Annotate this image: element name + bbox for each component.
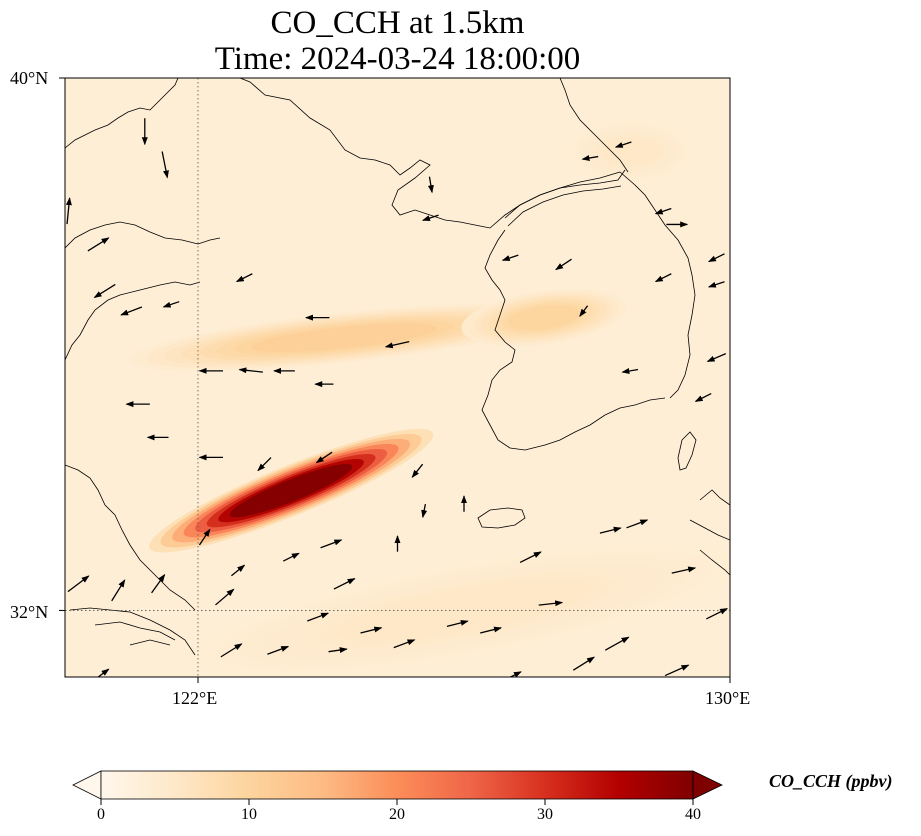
wind-arrow xyxy=(151,573,166,594)
shandong-coastline xyxy=(65,221,221,249)
plume-contour xyxy=(508,305,580,331)
plume-mid-band xyxy=(129,304,560,372)
yangtze-coastline xyxy=(69,607,196,656)
wind-arrow xyxy=(604,636,630,651)
colorbar-tick-label: 0 xyxy=(97,806,105,823)
wind-arrow xyxy=(480,626,502,634)
tsushima-island xyxy=(677,431,697,471)
korea-west-coastline xyxy=(481,229,666,451)
colorbar-label: CO_CCH (ppbv) xyxy=(769,771,893,791)
wind-arrow xyxy=(87,237,110,252)
wind-arrow xyxy=(320,539,343,549)
lon-tick-label: 130°E xyxy=(705,688,751,708)
wind-arrow xyxy=(706,353,727,363)
coastlines xyxy=(65,78,730,656)
wind-arrow xyxy=(307,612,330,622)
map-frame xyxy=(64,77,731,678)
wind-arrow xyxy=(572,656,595,671)
wind-arrow xyxy=(283,552,300,562)
north-korea-coastline xyxy=(559,78,629,173)
concentration-field xyxy=(129,117,730,677)
korea-east-coastline xyxy=(619,171,696,399)
wind-arrow xyxy=(162,301,180,308)
wind-arrow xyxy=(257,457,272,472)
wind-arrow xyxy=(238,367,263,374)
wind-arrow xyxy=(621,368,639,374)
wind-arrow xyxy=(198,528,211,546)
wind-arrow xyxy=(384,340,410,349)
wind-arrow xyxy=(671,566,697,574)
wind-arrow xyxy=(654,273,672,283)
wind-arrow xyxy=(509,671,522,677)
wind-arrow xyxy=(708,253,725,263)
gridlines xyxy=(65,78,730,677)
border-river xyxy=(504,169,626,227)
wind-arrow xyxy=(538,600,564,607)
wind-arrow xyxy=(614,141,632,148)
wind-arrow xyxy=(120,306,143,316)
wind-arrow xyxy=(111,579,126,602)
wind-arrow xyxy=(519,551,542,563)
jeju-island xyxy=(477,507,526,529)
wind-arrow xyxy=(333,578,356,590)
wind-arrow xyxy=(97,668,110,677)
lon-tick-label: 122°E xyxy=(172,688,218,708)
wind-arrow xyxy=(581,155,599,161)
plume-korea-band xyxy=(461,288,627,347)
lat-tick-label: 32°N xyxy=(10,602,49,622)
wind-arrow xyxy=(360,626,383,634)
wind-arrow xyxy=(501,254,519,261)
wind-arrow xyxy=(421,503,428,519)
title-line-1: CO_CCH at 1.5km xyxy=(270,5,525,41)
wind-arrow xyxy=(215,588,235,606)
wind-arrow xyxy=(694,392,712,402)
wind-arrow xyxy=(427,176,434,194)
wind-arrow xyxy=(359,686,382,694)
wind-arrow xyxy=(315,451,333,464)
plume-contour xyxy=(601,136,659,166)
colorbar-tick-label: 30 xyxy=(537,806,553,823)
wind-arrow xyxy=(393,639,416,649)
wind-arrow xyxy=(230,564,246,577)
plume-contour xyxy=(336,579,592,642)
plume-main-plume xyxy=(148,428,434,553)
wind-arrow xyxy=(267,645,290,655)
plume-south-band xyxy=(169,538,730,677)
wind-arrow xyxy=(67,575,90,593)
jiangsu-coastline xyxy=(65,281,201,611)
wind-arrow xyxy=(65,197,72,225)
colorbar-tick-label: 20 xyxy=(389,806,405,823)
plume-contour xyxy=(251,323,438,353)
wind-arrow xyxy=(599,526,622,534)
wind-arrow xyxy=(579,305,589,317)
wind-arrow xyxy=(220,643,243,658)
title-line-2: Time: 2024-03-24 18:00:00 xyxy=(214,41,581,77)
wind-arrow xyxy=(707,281,725,288)
wind-arrow xyxy=(93,283,116,299)
lat-tick-label: 40°N xyxy=(10,68,49,88)
wind-arrow xyxy=(411,463,424,478)
plume-contour xyxy=(229,463,353,518)
wind-arrow xyxy=(422,214,439,221)
colorbar-tick-label: 10 xyxy=(241,806,257,823)
wind-arrow xyxy=(664,664,690,677)
wind-arrow xyxy=(328,647,348,654)
wind-arrow xyxy=(706,607,728,620)
wind-vectors xyxy=(65,118,728,694)
wind-arrow xyxy=(654,207,672,215)
wind-arrow xyxy=(235,273,253,283)
wind-arrow xyxy=(446,619,469,627)
colorbar-tick-label: 40 xyxy=(685,806,701,823)
axis-ticks xyxy=(59,77,731,683)
china-coastline xyxy=(65,78,179,149)
wind-arrow xyxy=(555,258,572,271)
wind-arrow xyxy=(626,519,649,529)
wind-arrow xyxy=(161,151,169,179)
plume-north-patch xyxy=(563,117,697,185)
japan-coast xyxy=(689,489,730,576)
